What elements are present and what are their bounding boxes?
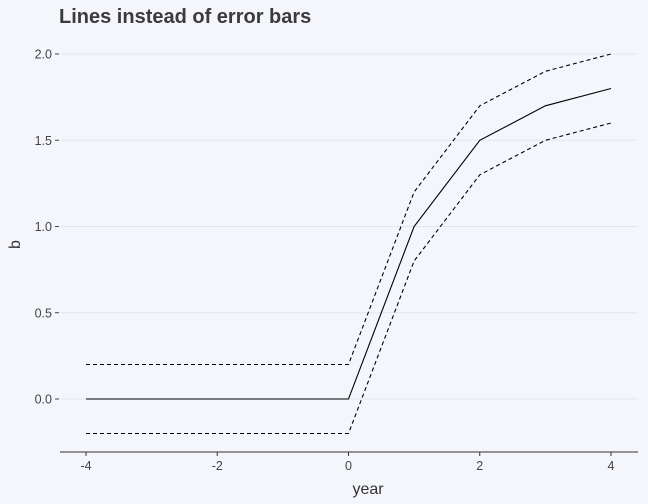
estimate-line [86, 87, 612, 400]
x-tick-label: -2 [212, 459, 223, 473]
y-tick-label: 0.5 [35, 306, 52, 320]
y-axis-title: b [7, 240, 24, 249]
lower-bound-line [86, 122, 612, 435]
y-tick-label: 0.0 [35, 393, 52, 407]
x-tick-label: -4 [80, 459, 91, 473]
y-tick-label: 1.5 [35, 134, 52, 148]
upper-bound-line [86, 53, 612, 366]
x-tick-label: 2 [476, 459, 483, 473]
x-tick-label: 4 [608, 459, 615, 473]
x-tick-label: 0 [345, 459, 352, 473]
chart-title: Lines instead of error bars [59, 6, 312, 28]
x-axis-title: year [352, 481, 384, 498]
y-tick-label: 1.0 [35, 220, 52, 234]
y-tick-label: 2.0 [35, 48, 52, 62]
